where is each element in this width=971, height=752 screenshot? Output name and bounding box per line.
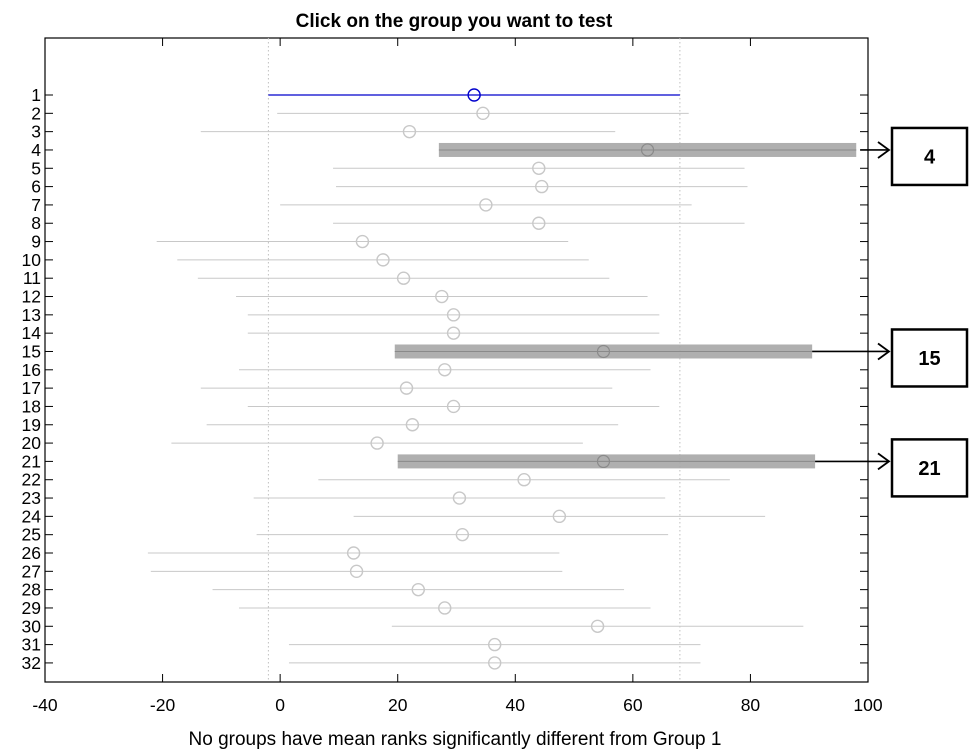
y-tick-label: 20 [22, 433, 42, 453]
y-tick-label: 25 [22, 525, 41, 545]
x-tick-label: 80 [741, 695, 761, 715]
callout-arrow-head [877, 141, 891, 159]
mean-marker [476, 106, 490, 121]
y-tick-label: 11 [23, 268, 41, 288]
mean-marker [488, 637, 502, 652]
y-tick-label: 4 [31, 140, 41, 160]
mean-marker [452, 491, 467, 505]
y-tick-label: 16 [22, 360, 41, 380]
y-tick-label: 19 [22, 415, 41, 435]
y-tick-label: 27 [22, 561, 41, 581]
mean-marker [346, 546, 361, 560]
y-tick-label: 26 [22, 543, 41, 563]
y-tick-label: 5 [31, 158, 41, 178]
callout-arrow-head [877, 342, 891, 361]
mean-marker [517, 473, 531, 487]
y-tick-label: 14 [22, 323, 42, 343]
mean-marker [446, 308, 461, 322]
mean-marker [399, 381, 414, 395]
mean-marker [590, 619, 605, 633]
mean-marker [488, 656, 502, 670]
y-tick-label: 9 [31, 232, 41, 252]
callout-label: 4 [924, 146, 936, 168]
y-tick-label: 21 [22, 451, 41, 471]
callout-arrow-head [877, 452, 891, 471]
callout-box [890, 438, 969, 498]
y-tick-label: 10 [22, 250, 42, 270]
x-tick-label: 20 [388, 695, 408, 715]
y-tick-label: 1 [31, 85, 41, 105]
callout-label: 15 [918, 348, 940, 370]
mean-marker [446, 326, 461, 340]
y-tick-label: 32 [22, 653, 41, 673]
mean-marker [370, 436, 384, 450]
x-tick-label: 100 [853, 695, 882, 715]
axes-box [44, 37, 869, 683]
y-tick-label: 2 [31, 103, 41, 123]
mean-marker [438, 363, 452, 377]
y-tick-label: 7 [31, 195, 41, 215]
mean-marker [355, 234, 370, 249]
y-tick-label: 3 [31, 122, 41, 142]
y-tick-label: 23 [22, 488, 41, 508]
y-tick-label: 15 [22, 341, 41, 361]
mean-marker [435, 289, 449, 304]
y-tick-label: 28 [22, 580, 41, 600]
x-tick-label: 0 [275, 695, 285, 715]
y-tick-label: 30 [22, 616, 42, 636]
mean-marker [479, 198, 493, 212]
callout-label: 21 [918, 458, 940, 480]
mean-marker [411, 582, 425, 597]
plot-area[interactable]: -40 -20 0 20 40 60 80 1001234567891011121314151… [22, 37, 883, 715]
y-tick-label: 13 [22, 305, 41, 325]
y-tick-label: 29 [22, 598, 41, 618]
mean-marker [376, 253, 390, 267]
x-tick-label: 60 [623, 695, 643, 715]
y-tick-label: 6 [31, 177, 41, 197]
mean-marker [596, 344, 611, 359]
mean-marker [532, 216, 546, 230]
mean-marker [640, 143, 655, 157]
y-tick-label: 18 [22, 396, 41, 416]
mean-marker [349, 564, 364, 579]
y-tick-label: 8 [31, 213, 41, 233]
mean-marker [455, 527, 470, 542]
y-tick-label: 17 [22, 378, 41, 398]
mean-marker [535, 179, 549, 194]
mean-marker [552, 509, 567, 524]
mean-marker [596, 454, 611, 468]
x-axis-label: No groups have mean ranks significantly … [189, 729, 722, 750]
y-tick-label: 31 [22, 635, 41, 655]
x-tick-label: -20 [150, 695, 176, 715]
y-tick-label: 12 [22, 287, 41, 307]
chart-title: Click on the group you want to test [296, 11, 613, 32]
mean-marker [396, 271, 411, 285]
mean-marker [467, 88, 481, 102]
callout-box [890, 328, 969, 388]
x-tick-label: -40 [32, 695, 58, 715]
y-tick-label: 24 [22, 506, 42, 526]
mean-marker [532, 161, 546, 175]
mean-marker [446, 399, 461, 414]
mean-marker [438, 601, 452, 615]
mean-marker [405, 418, 420, 432]
mean-marker [402, 124, 417, 139]
callout-box [890, 126, 969, 187]
y-tick-label: 22 [22, 470, 41, 490]
x-tick-label: 40 [506, 695, 526, 715]
